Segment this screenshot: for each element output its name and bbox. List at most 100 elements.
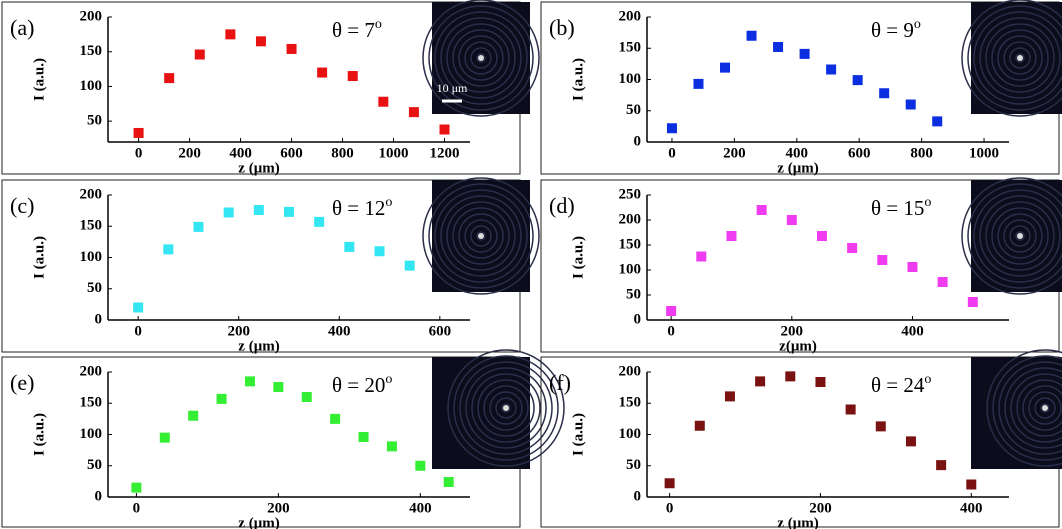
annotation-text: θ = 9 [871,18,914,42]
x-tick-label: 200 [723,145,746,161]
annotation: θ = 7o [332,17,382,42]
panel-label: (f) [549,370,571,395]
data-point [344,241,355,252]
data-point [877,255,888,265]
data-point [826,64,837,75]
data-point [188,410,199,421]
panel: 0 50 100 150 200 0 200 400 z (μm) I (a.u.) (e) θ = … [1,349,565,529]
panel-label: (b) [549,15,575,40]
inset-ring [979,195,1061,277]
inset-ring [434,189,528,283]
data-point [330,413,341,424]
data-point [746,30,757,41]
x-tick-label: 400 [409,500,432,516]
x-tick-label: 1000 [969,145,999,161]
data-point [786,215,797,225]
panel-label: (a) [10,15,34,40]
y-tick-label: 150 [619,40,642,56]
y-tick-label: 50 [626,286,641,302]
y-tick-label: 50 [87,280,102,296]
x-axis-label: z(μm) [779,338,817,354]
data-point [131,482,142,493]
data-point [905,99,916,110]
data-point [852,75,863,86]
x-tick-label: 0 [668,145,676,161]
panel: 0 50 100 150 200 0 200 400 600 800 1000 z (μm) I (a.… [540,0,1062,176]
inset-ring [446,201,516,271]
x-tick-label: 0 [135,145,143,161]
x-axis-label: z (μm) [777,515,818,529]
data-point [443,477,454,487]
data-point [133,302,144,313]
x-tick-label: 600 [280,145,303,161]
inset-ring [991,207,1049,265]
y-tick-label: 0 [95,311,103,327]
data-point [194,49,205,60]
y-tick-label: 200 [619,363,642,379]
inset-spot [478,233,484,239]
inset-ring [440,17,522,99]
data-point [966,479,977,490]
y-axis-label: I (a.u.) [31,413,47,456]
inset-ring [1003,219,1037,253]
inset-ring [1028,391,1062,425]
data-point [163,244,174,255]
y-tick-label: 0 [634,133,642,149]
inset-ring [476,53,486,63]
y-tick-label: 50 [626,457,641,473]
x-tick-label: 200 [178,145,201,161]
y-tick-label: 200 [80,186,103,202]
annotation: θ = 12o [332,195,392,220]
data-point [301,392,312,402]
inset-ring [986,349,1062,467]
data-point [374,246,385,257]
y-tick-label: 150 [80,395,103,411]
inset-ring [470,225,492,247]
inset-ring [997,213,1043,259]
inset-ring [501,403,511,413]
data-point [696,251,707,262]
inset-ring [979,17,1061,99]
data-point [755,376,766,387]
annotation: θ = 20o [332,372,392,397]
data-point [693,78,704,89]
x-tick-label: 1200 [430,145,460,161]
data-point [845,404,856,415]
inset-ring [1004,367,1062,449]
inset-ring [985,201,1055,271]
y-tick-label: 100 [619,261,642,277]
inset-ring [961,0,1062,117]
x-tick-label: 600 [429,323,452,339]
y-axis-label: I (a.u.) [570,413,586,456]
inset-ring [1003,41,1037,75]
data-point [937,277,948,287]
data-point [284,206,294,217]
inset-ring [453,355,559,461]
x-tick-label: 200 [809,500,832,516]
panel: 0 50 100 150 200 0 200 400 z (μm) I (a.u.) (f) θ = … [540,349,1062,529]
panel-label: (e) [10,370,34,395]
data-point [967,297,978,307]
annotation-sup: o [914,17,921,32]
x-tick-label: 400 [328,323,351,339]
data-point [408,107,419,118]
inset-ring [458,35,504,81]
inset-ring [447,349,565,467]
x-tick-label: 0 [133,500,141,516]
x-tick-label: 400 [901,323,924,339]
inset-ring [446,23,516,93]
y-tick-label: 200 [80,8,103,24]
data-point [253,205,264,215]
x-axis-label: z (μm) [238,515,279,529]
y-axis-label: I (a.u.) [570,236,586,279]
inset-ring [1009,225,1031,247]
y-axis-label: I (a.u.) [31,58,47,101]
y-tick-label: 0 [634,311,642,327]
data-point [164,73,175,84]
y-tick-label: 100 [80,426,103,442]
inset-ring [422,0,540,117]
data-point [756,205,767,215]
x-axis-label: z (μm) [238,160,279,176]
inset-ring [471,373,541,443]
